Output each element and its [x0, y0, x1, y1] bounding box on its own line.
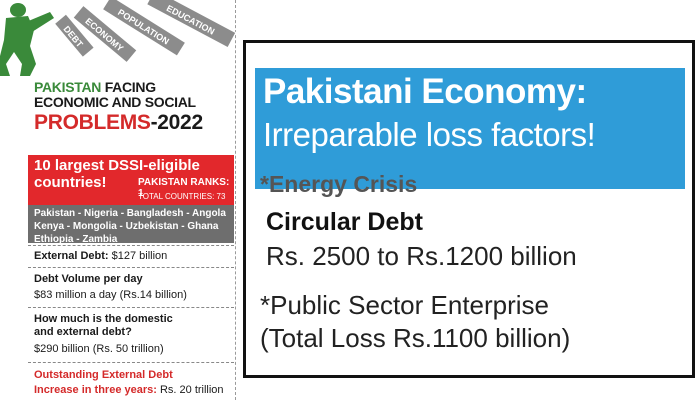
external-debt-row: External Debt: $127 billion	[28, 245, 234, 267]
public-sector-heading: *Public Sector Enterprise	[260, 290, 550, 320]
countries-line3: Ethiopia - Zambia	[34, 234, 118, 245]
soldier-silhouette-icon	[0, 3, 54, 76]
left-infographic-panel: DEBT ECONOMY POPULATION EDUCATION PAKIST…	[0, 0, 236, 400]
debt-volume-label: Debt Volume per day	[34, 273, 143, 285]
headline-line1: PAKISTAN FACING	[34, 80, 234, 94]
countries-line2: Kenya - Mongolia - Uzbekistan - Ghana	[34, 221, 219, 232]
outstanding-debt-row: Outstanding External Debt Increase in th…	[28, 362, 234, 400]
circular-debt-range: Rs. 2500 to Rs.1200 billion	[266, 241, 577, 271]
increase-value: Rs. 20 trillion	[159, 384, 224, 396]
pakistan-ranks: PAKISTAN RANKS: 1	[138, 177, 230, 199]
countries-list-box: Pakistan - Nigeria - Bangladesh - Angola…	[28, 205, 234, 245]
headline-year: -2022	[150, 111, 204, 134]
title-line1: Pakistani Economy:	[263, 72, 587, 111]
total-loss-text: (Total Loss Rs.1100 billion)	[260, 323, 571, 353]
domestic-debt-row: How much is the domestic and external de…	[28, 307, 234, 362]
outstanding-label: Outstanding External Debt	[34, 369, 173, 381]
domestic-question-line1: How much is the domestic	[34, 313, 173, 325]
header-banner: DEBT ECONOMY POPULATION EDUCATION	[0, 0, 236, 76]
total-countries: TOTAL COUNTRIES: 73	[138, 192, 226, 201]
external-debt-value: $127 billion	[111, 250, 168, 262]
title-banner: Pakistani Economy: Irreparable loss fact…	[255, 68, 685, 189]
domestic-debt-value: $290 billion (Rs. 50 trillion)	[34, 343, 164, 355]
debt-volume-value: $83 million a day (Rs.14 billion)	[34, 289, 187, 301]
right-infographic-panel: Pakistani Economy: Irreparable loss fact…	[243, 40, 695, 378]
headline-line3: PROBLEMS-2022	[34, 112, 234, 133]
dssi-box: 10 largest DSSI-eligible countries! PAKI…	[28, 155, 234, 205]
domestic-question-line2: and external debt?	[34, 326, 132, 338]
headline-problems: PROBLEMS	[34, 111, 151, 134]
dssi-title-line2: countries!	[34, 174, 107, 191]
headline-line2: ECONOMIC AND SOCIAL	[34, 94, 196, 110]
circular-debt-heading: Circular Debt	[266, 208, 423, 236]
headline-facing: FACING	[104, 79, 156, 95]
debt-volume-row: Debt Volume per day $83 million a day (R…	[28, 267, 234, 307]
dssi-title-line1: 10 largest DSSI-eligible	[34, 157, 200, 174]
headline-pakistan: PAKISTAN	[34, 79, 102, 95]
external-debt-label: External Debt:	[34, 250, 109, 262]
increase-label: Increase in three years:	[34, 384, 157, 396]
title-line2: Irreparable loss factors!	[263, 116, 596, 153]
countries-line1: Pakistan - Nigeria - Bangladesh - Angola	[34, 208, 226, 219]
energy-crisis-heading: *Energy Crisis	[260, 171, 418, 197]
